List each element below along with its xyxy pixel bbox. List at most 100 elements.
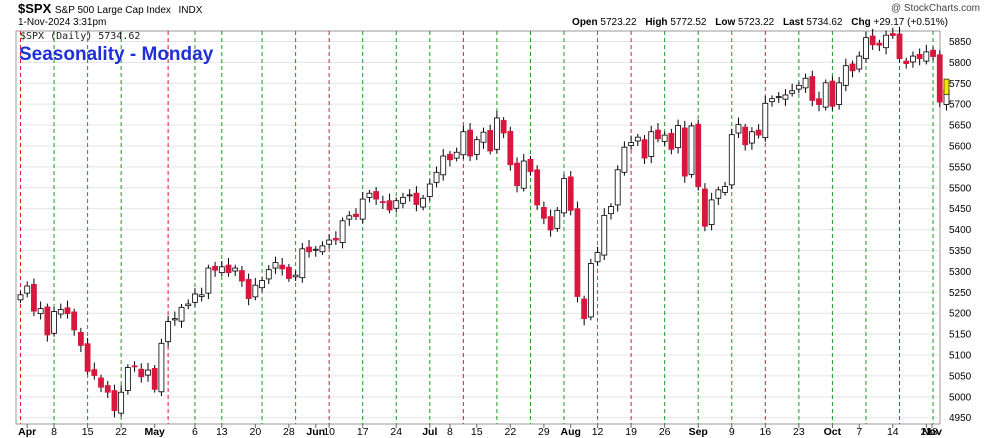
- low-value: 5723.22: [738, 17, 775, 28]
- candle-up: [735, 124, 742, 134]
- candle-up: [359, 198, 366, 220]
- candle-down: [413, 192, 420, 205]
- candle-down: [245, 278, 252, 299]
- x-tick-label: Apr: [18, 426, 36, 438]
- candle-up: [608, 206, 614, 215]
- candle-up: [856, 55, 863, 70]
- x-tick-label: 15: [471, 426, 483, 438]
- index-name: S&P 500 Large Cap Index: [54, 5, 171, 16]
- x-tick-label: May: [144, 426, 165, 438]
- candle-up: [232, 267, 239, 272]
- candle-up: [661, 134, 668, 142]
- x-tick-label: 26: [659, 426, 671, 438]
- x-tick-label: 28: [283, 426, 295, 438]
- x-tick-label: Jun: [306, 426, 325, 438]
- x-tick-label: 28: [926, 426, 938, 438]
- candle-up: [769, 98, 775, 103]
- candle-up: [863, 37, 869, 59]
- x-tick-label: 15: [82, 426, 94, 438]
- x-tick-label: Sep: [689, 426, 708, 438]
- x-tick-label: 6: [192, 426, 198, 438]
- candle-up: [789, 90, 796, 94]
- last-bar-highlight: [943, 78, 950, 95]
- x-tick-label: 14: [887, 426, 899, 438]
- candle-up: [326, 239, 333, 245]
- y-tick-label: 5250: [949, 288, 972, 299]
- candle-up: [205, 267, 212, 294]
- candle-down: [225, 264, 232, 274]
- candle-up: [587, 263, 594, 318]
- y-tick-label: 5200: [949, 309, 972, 320]
- x-tick-label: 20: [250, 426, 262, 438]
- candle-down: [695, 123, 702, 187]
- candle-up: [145, 369, 151, 376]
- symbol: $SPX: [18, 1, 52, 16]
- high-value: 5772.52: [670, 17, 707, 28]
- candle-down: [64, 307, 71, 315]
- candle-down: [809, 76, 816, 101]
- y-tick-label: 5750: [949, 79, 972, 90]
- candle-down: [239, 270, 245, 282]
- candle-down: [44, 306, 51, 336]
- candle-up: [782, 94, 789, 100]
- candle-down: [527, 158, 534, 172]
- candle-down: [138, 368, 145, 378]
- candle-down: [916, 54, 923, 59]
- candle-down: [373, 191, 380, 200]
- y-tick-label: 5300: [949, 267, 972, 278]
- candle-up: [426, 183, 433, 197]
- candle-up: [708, 199, 715, 225]
- candle-up: [675, 125, 681, 149]
- candle-up: [272, 262, 279, 269]
- candle-down: [447, 153, 453, 161]
- candle-down: [816, 98, 822, 105]
- candle-down: [829, 80, 836, 107]
- candle-up: [312, 248, 319, 251]
- candle-down: [212, 265, 218, 271]
- candle-up: [634, 136, 641, 142]
- exchange: INDX: [178, 5, 203, 16]
- x-tick-label: Oct: [824, 426, 842, 438]
- candle-down: [279, 264, 286, 270]
- candle-down: [641, 139, 648, 159]
- y-tick-label: 5550: [949, 162, 972, 173]
- candle-up: [762, 102, 769, 139]
- candle-up: [37, 308, 44, 315]
- candle-down: [574, 208, 581, 297]
- y-tick-label: 5800: [949, 58, 972, 69]
- x-tick-label: 9: [729, 426, 735, 438]
- x-tick-label: 10: [323, 426, 335, 438]
- candle-down: [332, 237, 339, 241]
- candle-up: [420, 197, 427, 208]
- candle-down: [71, 311, 78, 331]
- candle-down: [668, 133, 675, 150]
- candle-up: [24, 285, 31, 294]
- candle-up: [822, 82, 829, 108]
- candle-up: [218, 266, 225, 274]
- x-tick-label: 8: [447, 426, 453, 438]
- candle-up: [460, 131, 467, 156]
- high-label: High: [645, 17, 668, 28]
- x-tick-label: 23: [793, 426, 805, 438]
- candle-up: [594, 252, 601, 263]
- candle-down: [31, 283, 37, 312]
- y-tick-label: 5000: [949, 392, 972, 403]
- candle-up: [775, 96, 782, 99]
- candle-down: [742, 126, 749, 146]
- candle-down: [514, 162, 520, 187]
- x-tick-label: 12: [592, 426, 604, 438]
- candle-down: [77, 332, 84, 346]
- x-tick-label: 16: [759, 426, 771, 438]
- candle-up: [601, 214, 608, 256]
- candle-up: [688, 125, 695, 175]
- candle-down: [702, 188, 708, 227]
- candle-down: [306, 246, 312, 253]
- candle-down: [930, 49, 936, 57]
- candle-up: [802, 77, 809, 89]
- candle-up: [165, 321, 172, 343]
- candle-down: [540, 207, 547, 219]
- candle-down: [876, 42, 883, 46]
- candle-down: [98, 377, 104, 388]
- candle-up: [198, 294, 205, 297]
- y-tick-label: 5350: [949, 246, 972, 257]
